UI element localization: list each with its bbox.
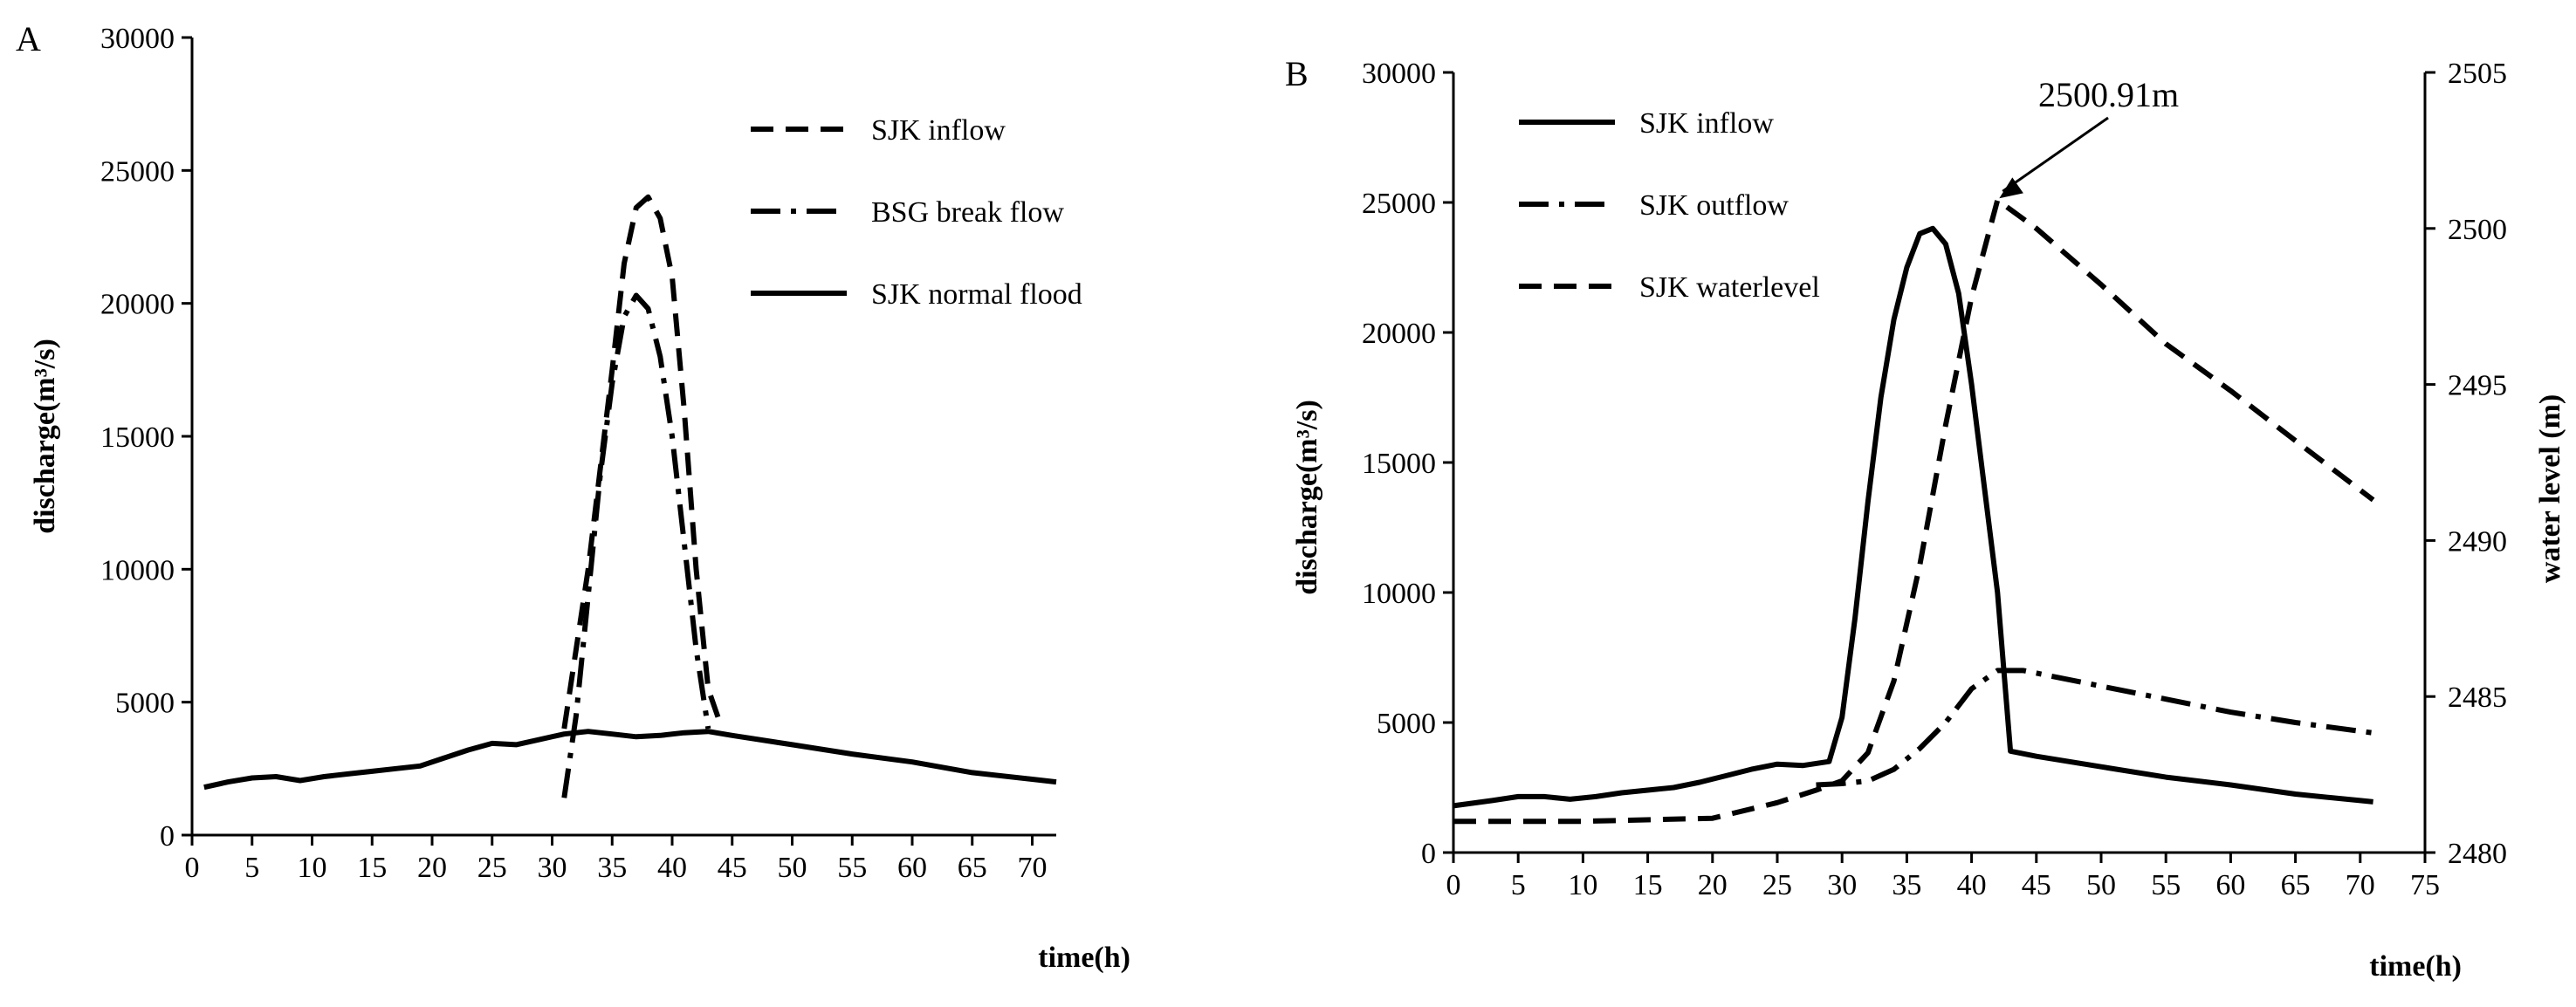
panel-b-legend-label: SJK inflow — [1639, 107, 1774, 140]
panel-b-y-tick-label: 30000 — [1362, 58, 1436, 90]
panel-b-x-tick-label: 70 — [2346, 869, 2375, 901]
panel-a-x-tick-label: 70 — [1018, 852, 1048, 884]
panel-a-x-tick-label: 20 — [417, 852, 447, 884]
panel-a-y-tick-label: 25000 — [100, 155, 175, 188]
panel-b-x-tick-label: 50 — [2086, 869, 2116, 901]
panel-a-x-axis-title: time(h) — [1038, 942, 1130, 974]
panel-b-annotation-arrow — [2002, 116, 2109, 193]
panel-a-x-tick-label: 40 — [657, 852, 687, 884]
panel-b-legend-label: SJK outflow — [1639, 189, 1789, 222]
panel-a-y-tick-label: 10000 — [100, 554, 175, 586]
panel-b-peak-annotation: 2500.91m — [2038, 75, 2179, 114]
panel-a: A discharge(m³/s) time(h) 05000100001500… — [16, 19, 1130, 974]
panel-a-y-tick-label: 5000 — [115, 688, 175, 720]
panel-b-x-tick-label: 65 — [2281, 869, 2311, 901]
panel-a-x-tick-label: 45 — [718, 852, 747, 884]
panel-b-y2-tick-label: 2485 — [2448, 682, 2507, 714]
panel-a-legend-label: SJK inflow — [871, 114, 1006, 147]
panel-b: B discharge(m³/s) water level (m) time(h… — [1285, 54, 2566, 983]
panel-b-annotation-arrowhead — [1999, 177, 2023, 199]
panel-b-y-tick-label: 10000 — [1362, 578, 1436, 610]
panel-b-y-tick-label: 5000 — [1377, 708, 1436, 740]
panel-b-axes: 0500010000150002000025000300002480248524… — [1362, 58, 2507, 901]
panel-a-x-tick-label: 55 — [837, 852, 867, 884]
panel-b-x-tick-label: 40 — [1957, 869, 1987, 901]
panel-a-x-tick-label: 60 — [897, 852, 927, 884]
panel-b-y-axis-title: discharge(m³/s) — [1291, 400, 1323, 595]
panel-b-series — [1453, 197, 2375, 825]
panel-a-x-tick-label: 15 — [357, 852, 387, 884]
panel-a-y-tick-label: 20000 — [100, 289, 175, 321]
panel-a-series-line-sjk-inflow — [561, 194, 723, 730]
panel-a-y-tick-label: 30000 — [100, 23, 175, 55]
panel-b-x-tick-label: 5 — [1511, 869, 1526, 901]
panel-b-y-tick-label: 20000 — [1362, 318, 1436, 350]
panel-b-x-tick-label: 25 — [1762, 869, 1792, 901]
panel-a-x-tick-label: 10 — [298, 852, 327, 884]
panel-b-x-tick-label: 55 — [2151, 869, 2181, 901]
panel-b-legend-label: SJK waterlevel — [1639, 271, 1820, 304]
panel-b-x-tick-label: 15 — [1633, 869, 1663, 901]
panel-b-y2-tick-label: 2505 — [2448, 58, 2507, 90]
panel-b-y-tick-label: 15000 — [1362, 448, 1436, 480]
panel-a-x-tick-label: 5 — [244, 852, 259, 884]
panel-b-x-axis-title: time(h) — [2369, 950, 2462, 983]
panel-a-x-tick-label: 50 — [778, 852, 807, 884]
panel-a-series — [203, 194, 1057, 798]
panel-b-x-tick-label: 20 — [1698, 869, 1728, 901]
panel-a-label: A — [16, 19, 41, 58]
panel-b-x-tick-label: 60 — [2215, 869, 2245, 901]
panel-b-x-tick-label: 45 — [2022, 869, 2051, 901]
panel-b-y-tick-label: 0 — [1421, 838, 1436, 870]
panel-a-y-tick-label: 15000 — [100, 421, 175, 454]
panel-b-x-tick-label: 35 — [1892, 869, 1921, 901]
panel-a-y-tick-label: 0 — [160, 820, 175, 853]
panel-b-x-tick-label: 75 — [2410, 869, 2440, 901]
panel-b-label: B — [1285, 54, 1309, 93]
panel-a-x-tick-label: 25 — [477, 852, 507, 884]
panel-a-x-tick-label: 65 — [958, 852, 987, 884]
panel-b-series-line-sjk-waterlevel — [1453, 197, 2375, 825]
panel-a-x-tick-label: 35 — [597, 852, 627, 884]
panel-b-series-line-sjk-outflow — [1816, 668, 2373, 788]
panel-b-y2-axis-title: water level (m) — [2534, 394, 2566, 583]
panel-a-legend-label: SJK normal flood — [871, 278, 1082, 311]
panel-a-x-tick-label: 30 — [538, 852, 567, 884]
panel-a-legend: SJK inflow BSG break flow SJK normal flood — [751, 114, 1082, 311]
panel-a-series-line-sjk-normal-flood — [203, 729, 1057, 791]
panel-b-y2-tick-label: 2480 — [2448, 838, 2507, 870]
panel-a-axes: 0 5000 10000 15000 20000 25000 30000 0 5 10 15 20 25… — [100, 23, 1056, 884]
panel-a-legend-label: BSG break flow — [871, 196, 1064, 229]
panel-a-series-line-bsg-break-flow — [561, 292, 711, 798]
panel-b-x-tick-label: 0 — [1446, 869, 1461, 901]
panel-a-y-axis-title: discharge(m³/s) — [29, 339, 61, 534]
panel-b-y-tick-label: 25000 — [1362, 188, 1436, 220]
panel-b-x-tick-label: 30 — [1827, 869, 1857, 901]
panel-b-legend: SJK inflow SJK outflow SJK waterlevel — [1519, 107, 1820, 304]
panel-b-y2-tick-label: 2495 — [2448, 370, 2507, 402]
panel-a-x-tick-label: 0 — [185, 852, 200, 884]
panel-b-x-tick-label: 10 — [1568, 869, 1597, 901]
panel-b-series-line-sjk-inflow — [1453, 225, 2373, 809]
panel-b-y2-tick-label: 2500 — [2448, 214, 2507, 246]
panel-b-y2-tick-label: 2490 — [2448, 525, 2507, 558]
